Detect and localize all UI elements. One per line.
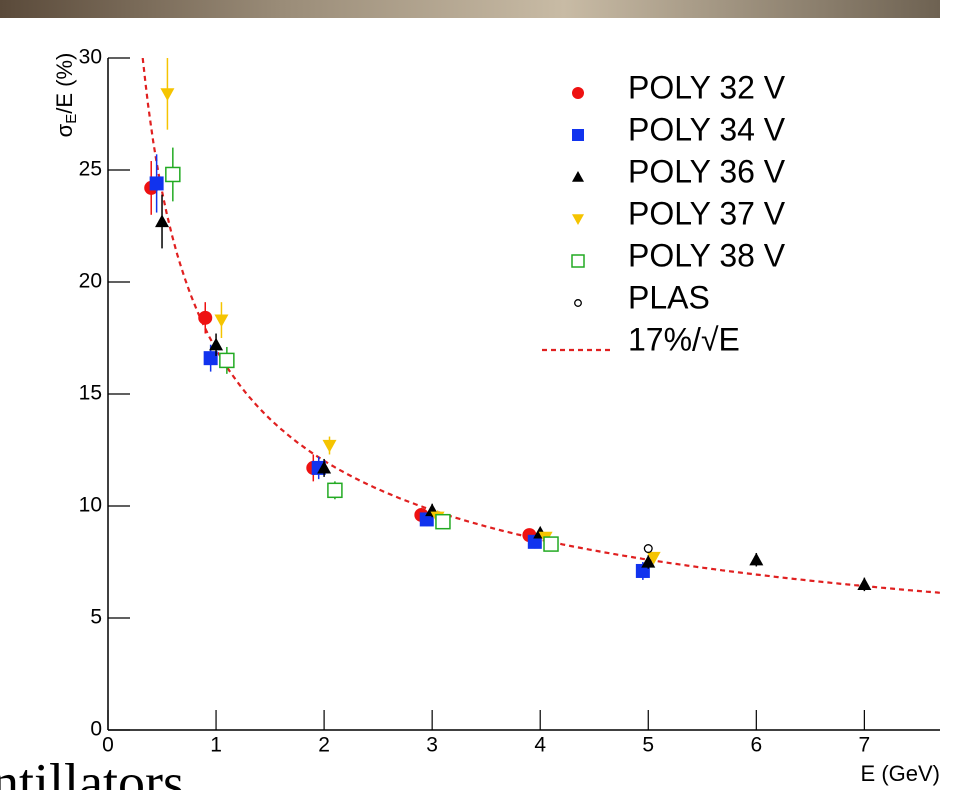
marker [749, 552, 764, 566]
x-tick-label: 7 [859, 734, 871, 757]
marker [160, 88, 175, 101]
plot-content [141, 58, 940, 594]
marker [219, 352, 235, 369]
legend-marker [574, 299, 582, 307]
legend-label: POLY 36 V [628, 153, 786, 189]
legend-label: 17%/√E [628, 321, 740, 357]
marker [209, 337, 224, 351]
y-tick-label: 10 [79, 494, 102, 517]
y-label-symbol: σ [52, 123, 77, 137]
marker [327, 482, 343, 499]
legend-label: POLY 34 V [628, 111, 786, 147]
legend-marker [572, 87, 584, 99]
x-tick-label: 1 [210, 734, 222, 757]
x-tick-label: 6 [750, 734, 762, 757]
fit-curve [141, 58, 940, 594]
y-label-subscript: E [63, 114, 80, 124]
marker [198, 310, 213, 325]
marker [322, 439, 337, 453]
x-tick-label: 0 [102, 734, 114, 757]
y-tick-label: 15 [79, 382, 102, 405]
marker [203, 351, 218, 366]
marker [214, 314, 229, 328]
x-axis-label: E (GeV) [861, 761, 940, 786]
legend-label: POLY 38 V [628, 237, 786, 273]
photo-strip [0, 0, 940, 18]
marker [155, 214, 170, 228]
x-tick-label: 5 [642, 734, 654, 757]
y-tick-label: 25 [79, 158, 102, 181]
marker [149, 176, 164, 191]
y-tick-label: 5 [90, 606, 102, 629]
slide-title-fragment: ntillators [0, 752, 184, 790]
marker [643, 544, 653, 554]
marker [317, 460, 332, 474]
marker [641, 555, 656, 568]
marker [435, 513, 451, 530]
y-tick-label: 0 [90, 718, 102, 741]
x-tick-label: 2 [318, 734, 330, 757]
legend-label: POLY 32 V [628, 69, 786, 105]
x-tick-label: 4 [534, 734, 546, 757]
x-tick-label: 3 [426, 734, 438, 757]
y-tick-label: 30 [79, 46, 102, 69]
y-label-rest: /E (%) [52, 53, 77, 114]
marker [165, 166, 181, 183]
marker [646, 551, 661, 565]
legend-marker [572, 171, 584, 182]
legend-label: POLY 37 V [628, 195, 786, 231]
legend-marker [572, 129, 584, 141]
legend-marker [571, 254, 585, 268]
plot-area [108, 58, 940, 730]
marker [543, 536, 559, 552]
legend-marker [572, 214, 584, 225]
legend-label: PLAS [628, 279, 710, 315]
y-tick-label: 20 [79, 270, 102, 293]
y-axis-label: σE/E (%) [52, 53, 80, 138]
marker [857, 577, 872, 590]
